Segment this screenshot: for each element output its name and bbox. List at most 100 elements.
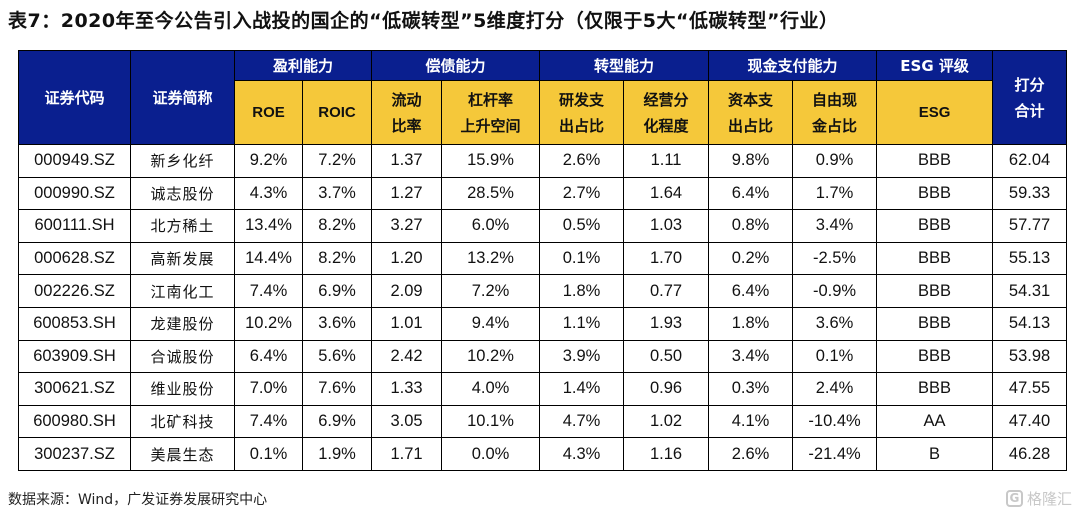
cell-name: 江南化工 [130, 274, 235, 308]
table-cell: 46.28 [992, 437, 1068, 471]
table-cell: 7.4% [234, 404, 303, 439]
cell-code: 002226.SZ [18, 274, 131, 308]
table-cell: 7.2% [441, 274, 541, 308]
header-leverage-room-l2: 上升空间 [460, 116, 521, 135]
header-roic: ROIC [301, 80, 373, 145]
header-esg: ESG [876, 80, 994, 145]
table-cell: 8.2% [301, 209, 373, 243]
header-fcf-ratio-l2: 金占比 [812, 116, 858, 135]
header-row-groups: 证券代码 证券简称 盈利能力 偿债能力 转型能力 现金支付能力 ESG 评级 打… [18, 50, 1068, 145]
cell-code: 603909.SH [18, 339, 131, 374]
table-cell: 4.7% [539, 404, 625, 439]
header-current-ratio-l1: 流动 [391, 90, 422, 109]
cell-name: 高新发展 [130, 241, 235, 276]
table-cell: 6.9% [301, 274, 373, 308]
cell-code: 600980.SH [18, 404, 131, 439]
table-cell: 0.5% [539, 209, 625, 243]
table-row: 002226.SZ 江南化工 7.4% 6.9% 2.09 7.2% 1.8% 0.77 6.4… [18, 274, 1068, 308]
table-cell: 1.8% [708, 306, 794, 341]
cell-name: 合诚股份 [130, 339, 235, 374]
cell-code: 300237.SZ [18, 437, 131, 471]
table-cell: -0.9% [792, 274, 878, 308]
table-cell: 54.13 [992, 306, 1068, 341]
table-cell: 10.2% [234, 306, 303, 341]
header-rd-ratio: 研发支 出占比 [539, 80, 625, 145]
header-total-line1: 打分 [1014, 75, 1045, 94]
cell-name: 新乡化纤 [130, 144, 235, 178]
table-cell: 1.9% [301, 437, 373, 471]
table-cell: AA [876, 404, 994, 439]
cell-code: 600111.SH [18, 209, 131, 243]
table-cell: 4.3% [539, 437, 625, 471]
header-group-profitability: 盈利能力 [233, 50, 373, 81]
cell-code: 300621.SZ [18, 372, 131, 406]
cell-name: 北矿科技 [130, 404, 235, 439]
watermark-text: 格隆汇 [1026, 490, 1072, 508]
table-cell: 9.8% [708, 144, 794, 178]
header-current-ratio: 流动 比率 [371, 80, 443, 145]
table-row: 600111.SH 北方稀土 13.4% 8.2% 3.27 6.0% 0.5% 1.03 0.… [18, 209, 1068, 243]
table-cell: 54.31 [992, 274, 1068, 308]
cell-name: 北方稀土 [130, 209, 235, 243]
table-row: 300621.SZ 维业股份 7.0% 7.6% 1.33 4.0% 1.4% 0.96 0.3… [18, 372, 1068, 406]
table-cell: 1.02 [623, 404, 710, 439]
table-cell: 3.6% [792, 306, 878, 341]
table-cell: BBB [876, 144, 994, 178]
table-row: 300237.SZ 美晨生态 0.1% 1.9% 1.71 0.0% 4.3% 1.16 2.6… [18, 437, 1068, 471]
table-cell: 3.7% [301, 176, 373, 211]
table-cell: 15.9% [441, 144, 541, 178]
table-cell: BBB [876, 209, 994, 243]
table-cell: 8.2% [301, 241, 373, 276]
cell-name: 诚志股份 [130, 176, 235, 211]
header-group-transformation: 转型能力 [539, 50, 710, 81]
table-cell: 1.33 [371, 372, 443, 406]
header-current-ratio-l2: 比率 [391, 116, 422, 135]
table-cell: 0.1% [539, 241, 625, 276]
table-cell: 7.6% [301, 372, 373, 406]
table-cell: 3.27 [371, 209, 443, 243]
table-cell: 1.93 [623, 306, 710, 341]
table-cell: 1.71 [371, 437, 443, 471]
table-cell: 1.37 [371, 144, 443, 178]
table-cell: 47.55 [992, 372, 1068, 406]
table-cell: 1.27 [371, 176, 443, 211]
table-cell: 47.40 [992, 404, 1068, 439]
table-cell: -21.4% [792, 437, 878, 471]
table-cell: 9.4% [441, 306, 541, 341]
table-cell: 13.4% [234, 209, 303, 243]
table-row: 000628.SZ 高新发展 14.4% 8.2% 1.20 13.2% 0.1% 1.70 0… [18, 241, 1068, 276]
table-cell: 3.4% [792, 209, 878, 243]
table-row: 603909.SH 合诚股份 6.4% 5.6% 2.42 10.2% 3.9% 0.50 3.… [18, 339, 1068, 374]
cell-name: 维业股份 [130, 372, 235, 406]
header-fcf-ratio: 自由现 金占比 [792, 80, 878, 145]
header-total: 打分 合计 [992, 50, 1068, 145]
table-cell: 55.13 [992, 241, 1068, 276]
table-cell: 7.4% [234, 274, 303, 308]
table-cell: 0.77 [623, 274, 710, 308]
header-capex-ratio-l2: 出占比 [728, 116, 774, 135]
table-cell: 1.03 [623, 209, 710, 243]
table-row: 000990.SZ 诚志股份 4.3% 3.7% 1.27 28.5% 2.7% 1.64 6.… [18, 176, 1068, 211]
table-cell: BBB [876, 372, 994, 406]
table-cell: BBB [876, 176, 994, 211]
watermark-logo-icon: G [1005, 490, 1023, 507]
header-total-line2: 合计 [1014, 101, 1045, 120]
table-cell: 2.42 [371, 339, 443, 374]
header-capex-ratio-l1: 资本支 [728, 90, 774, 109]
header-diversification-l1: 经营分 [643, 90, 689, 109]
header-diversification: 经营分 化程度 [623, 80, 710, 145]
cell-code: 600853.SH [18, 306, 131, 341]
header-diversification-l2: 化程度 [643, 116, 689, 135]
table-cell: 0.2% [708, 241, 794, 276]
table-cell: 57.77 [992, 209, 1068, 243]
table-cell: 1.4% [539, 372, 625, 406]
table-row: 000949.SZ 新乡化纤 9.2% 7.2% 1.37 15.9% 2.6% 1.11 9.… [18, 144, 1068, 178]
header-rd-ratio-l2: 出占比 [559, 116, 605, 135]
data-table: 证券代码 证券简称 盈利能力 偿债能力 转型能力 现金支付能力 ESG 评级 打… [18, 50, 1068, 471]
header-code: 证券代码 [18, 50, 131, 145]
header-rd-ratio-l1: 研发支 [559, 90, 605, 109]
table-cell: 2.09 [371, 274, 443, 308]
table-cell: 2.6% [708, 437, 794, 471]
table-cell: 4.0% [441, 372, 541, 406]
table-cell: 0.96 [623, 372, 710, 406]
